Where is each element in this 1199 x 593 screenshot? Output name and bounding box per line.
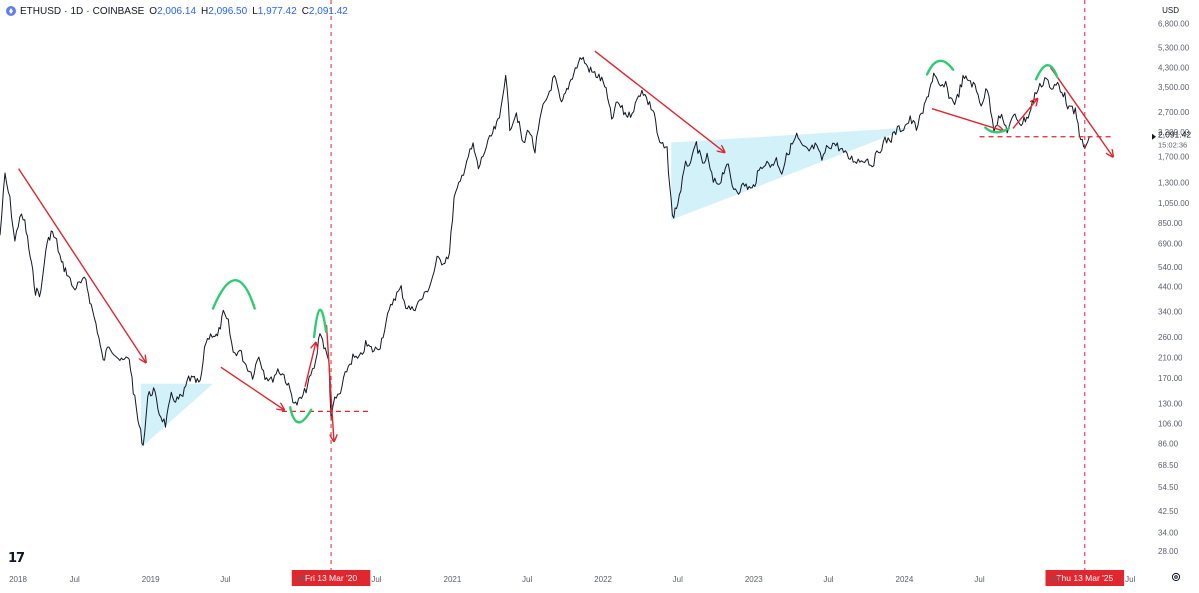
trend-arrow (594, 50, 725, 152)
y-tick-label: 106.00 (1158, 419, 1183, 428)
top-arc (1034, 64, 1059, 81)
x-tick-label: Jul (823, 575, 833, 584)
y-tick-label: 86.00 (1158, 439, 1179, 448)
date-marker-badge (291, 570, 371, 586)
y-tick-label: 54.50 (1158, 483, 1179, 492)
y-tick-label: 170.00 (1158, 374, 1183, 383)
y-tick-label: 440.00 (1158, 282, 1183, 291)
y-tick-label: 540.00 (1158, 263, 1183, 272)
last-price-pointer (1152, 133, 1156, 140)
x-tick-label: 2023 (745, 575, 763, 584)
y-tick-label: 260.00 (1158, 333, 1183, 342)
x-tick-label: 2021 (444, 575, 462, 584)
x-tick-label: 20 (297, 575, 306, 584)
currency-selector[interactable]: USD (1162, 6, 1179, 15)
x-tick-label: Jul (1125, 575, 1135, 584)
x-tick-label: Jul (522, 575, 532, 584)
x-tick-label: 20 (1051, 575, 1060, 584)
trend-arrow (1049, 67, 1113, 156)
low-value: 1,977.42 (257, 5, 297, 17)
y-tick-label: 34.00 (1158, 529, 1179, 538)
x-tick-label: 2019 (142, 575, 160, 584)
x-tick-label: 2022 (594, 575, 612, 584)
trend-arrow (931, 107, 1003, 131)
open-label: O (149, 5, 158, 17)
y-tick-label: 210.00 (1158, 354, 1183, 363)
x-tick-label: Jul (220, 575, 230, 584)
symbol-name[interactable]: ETHUSD (20, 5, 62, 17)
high-label: H (201, 5, 209, 17)
y-tick-label: 850.00 (1158, 219, 1183, 228)
x-tick-label: 2024 (896, 575, 914, 584)
open-value: 2,006.14 (157, 5, 197, 17)
trend-arrow (220, 366, 284, 410)
x-tick-label: 2018 (9, 575, 27, 584)
y-tick-label: 130.00 (1158, 400, 1183, 409)
x-tick-label: Jul (70, 575, 80, 584)
x-tick-label: Jul (371, 575, 381, 584)
x-tick-label: Jul (673, 575, 683, 584)
y-tick-label: 340.00 (1158, 307, 1183, 316)
top-arc (925, 59, 955, 76)
close-value: 2,091.42 (308, 5, 348, 17)
header-separator: · (64, 5, 68, 17)
y-tick-label: 1,050.00 (1158, 199, 1190, 208)
price-series-line (0, 56, 1091, 446)
y-tick-label: 2,700.00 (1158, 108, 1190, 117)
y-tick-label: 28.00 (1158, 547, 1179, 556)
y-tick-label: 68.50 (1158, 461, 1179, 470)
x-tick-label: Jul (974, 575, 984, 584)
bottom-arc (984, 126, 1010, 134)
date-marker-label: Thu 13 Mar '25 (1056, 573, 1113, 583)
date-marker-badge (1045, 570, 1125, 586)
y-tick-label: 2,200.00 (1158, 128, 1190, 137)
consolidation-triangle (671, 127, 911, 220)
countdown-label: 15:02:36 (1158, 141, 1187, 150)
y-tick-label: 6,800.00 (1158, 19, 1190, 28)
y-tick-label: 5,300.00 (1158, 43, 1190, 52)
top-arc (312, 308, 328, 339)
trend-arrow (325, 324, 334, 441)
ethereum-icon (6, 6, 16, 16)
symbol-header[interactable]: ETHUSD · 1D · COINBASE O 2,006.14 H 2,096.… (6, 4, 348, 18)
high-value: 2,096.50 (208, 5, 248, 17)
y-tick-label: 1,700.00 (1158, 153, 1190, 162)
y-tick-label: 1,300.00 (1158, 178, 1190, 187)
trend-arrow (1012, 99, 1037, 129)
y-tick-label: 3,500.00 (1158, 83, 1190, 92)
header-separator: · (86, 5, 90, 17)
gear-icon[interactable] (1171, 572, 1181, 582)
last-price-label: 2,091.42 (1158, 130, 1191, 140)
tradingview-logo[interactable]: 17 (8, 551, 25, 566)
date-marker-label: Fri 13 Mar '20 (305, 573, 357, 583)
y-tick-label: 42.50 (1158, 507, 1179, 516)
bottom-arc (289, 406, 313, 424)
y-tick-label: 690.00 (1158, 239, 1183, 248)
close-label: C (301, 5, 309, 17)
interval-label[interactable]: 1D (70, 5, 84, 17)
low-label: L (252, 5, 258, 17)
trend-arrow (17, 168, 146, 363)
consolidation-triangle (140, 383, 213, 448)
top-arc (211, 278, 256, 310)
trend-arrow (304, 343, 316, 387)
exchange-label: COINBASE (92, 5, 145, 17)
y-tick-label: 4,300.00 (1158, 63, 1190, 72)
